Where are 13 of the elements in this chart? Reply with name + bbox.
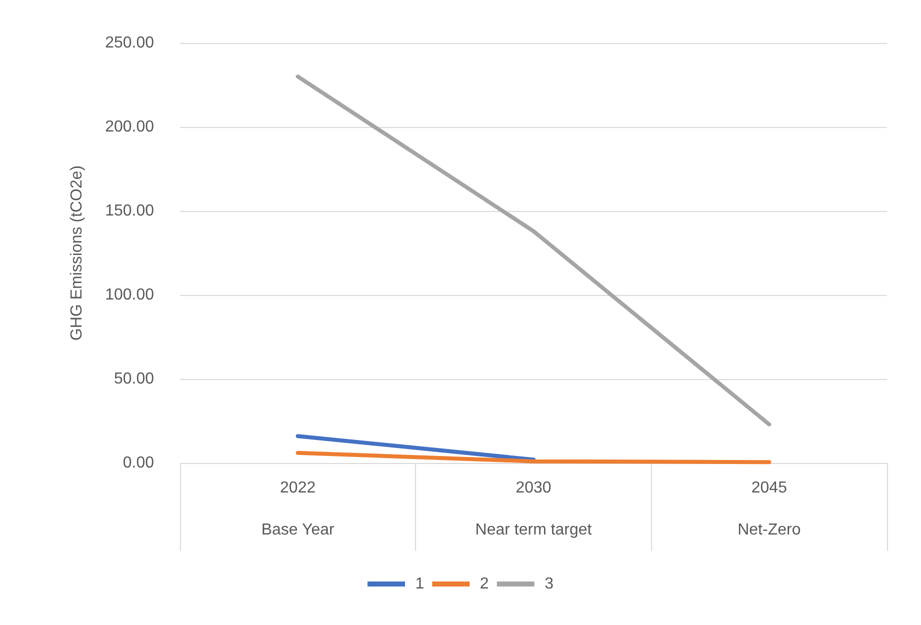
y-tick-label: 50.00: [114, 370, 154, 388]
category-label: 2030 Near term target: [475, 480, 592, 538]
y-tick-label: 200.00: [105, 118, 154, 136]
y-tick-label: 0.00: [122, 454, 154, 472]
legend-label: 3: [544, 576, 554, 592]
legend-label: 2: [480, 576, 489, 592]
y-tick-label: 100.00: [105, 286, 154, 304]
legend-label: 1: [415, 576, 424, 592]
y-axis-title: GHG Emissions (tCO2e): [68, 165, 86, 341]
y-tick-label: 150.00: [105, 202, 154, 220]
category-label: 2022 Base Year: [261, 480, 334, 538]
category-label: 2045 Net-Zero: [738, 480, 801, 538]
y-tick-label: 250.00: [105, 34, 154, 52]
